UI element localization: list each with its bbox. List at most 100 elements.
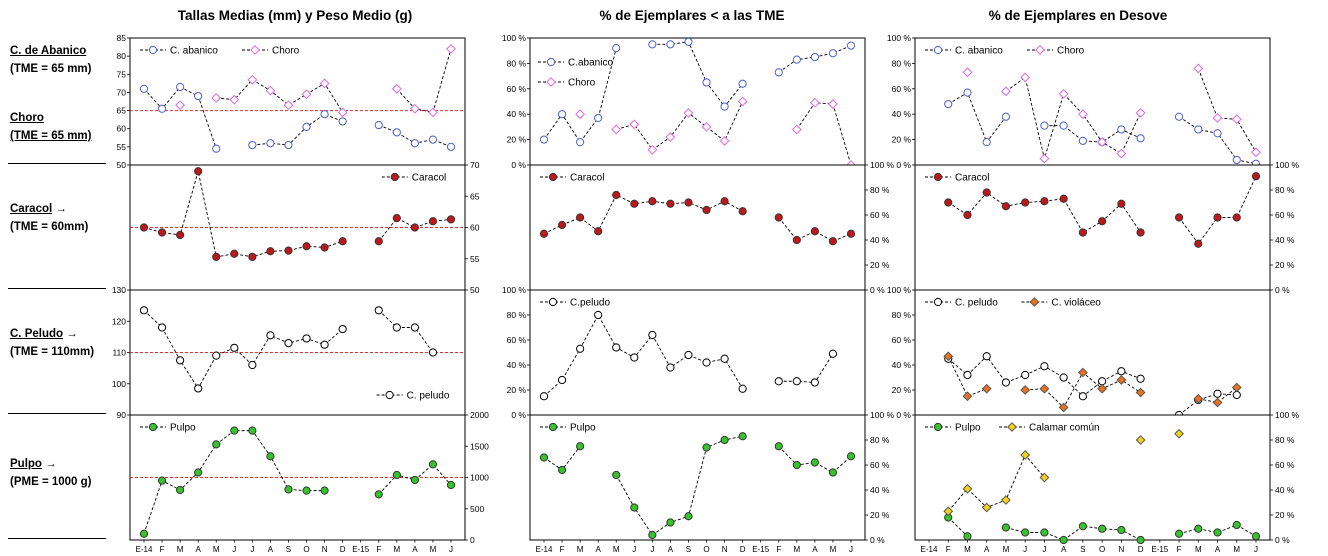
row-separator [8,538,106,539]
y-tick-label: 500 [470,504,484,514]
data-point [266,331,275,340]
data-point [933,297,943,307]
data-point [302,334,311,343]
species-name-choro: Choro [10,112,44,124]
data-point [720,354,729,363]
data-point [374,120,383,130]
data-point [810,52,819,62]
x-tick-label: J [849,545,853,554]
data-point [1097,383,1108,394]
data-point [539,135,549,144]
x-tick-label: O [303,545,309,554]
data-point [248,252,257,261]
data-point [385,390,394,400]
data-point [391,83,402,94]
data-point [1058,402,1069,413]
y-tick-label: 70 [117,87,127,97]
data-point [1098,524,1107,533]
data-point [1117,199,1126,208]
data-point [1078,136,1087,145]
legend: C.abanico Choro [538,58,613,89]
y-tick-label: 60 % [1275,210,1295,220]
data-point [1020,72,1031,83]
series-line [1178,393,1237,416]
data-point [792,55,801,64]
legend-label: C. abanico [955,46,1003,57]
x-tick-label: A [196,545,202,554]
data-point [594,310,603,320]
data-point [612,44,621,53]
y-tick-label: 1000 [470,473,489,483]
data-point [230,426,239,435]
data-point [176,485,185,495]
data-point [846,41,856,50]
data-point [1039,472,1050,483]
data-point [933,172,943,182]
data-point [612,190,621,200]
x-tick-label: A [812,545,818,554]
data-point [194,91,203,101]
data-point [1212,397,1223,408]
data-point [446,215,456,224]
data-point [792,377,801,386]
x-tick-label: M [577,545,584,554]
y-tick-label: 60 % [507,84,527,94]
x-tick-label: O [703,545,709,554]
series-line [1178,524,1257,537]
data-point [738,207,747,216]
x-tick-label: F [376,545,381,554]
data-point [809,97,820,108]
legend-label: Caracol [412,173,446,184]
data-point [374,490,383,499]
data-point [828,49,838,58]
y-tick-label: 100 [112,379,126,389]
data-point [575,109,586,120]
chart-c2r3: 0 % 20 % 40 % 60 % 80 % 100 % C.peludo [502,285,866,420]
series-line [948,91,1007,144]
data-point [648,197,657,206]
data-point [1078,228,1087,237]
y-tick-label: 50 [117,160,127,170]
data-point [548,172,558,182]
y-tick-label: 80 % [507,310,527,320]
x-tick-label: M [613,545,620,554]
chart-c2r1: 0 % 20 % 40 % 60 % 80 % 100 % C.abanico Choro [502,33,866,170]
data-point [320,110,329,119]
x-tick-label: M [430,545,437,554]
x-tick-label: A [984,545,990,554]
legend: Pulpo [140,423,196,434]
data-point [982,138,991,147]
x-tick-label: J [449,545,453,554]
data-point [539,392,549,401]
x-tick-label: F [560,545,565,554]
data-point [1135,435,1146,445]
y-tick-label: 20 % [507,385,527,395]
data-point [557,375,567,385]
data-point [1194,524,1203,533]
data-point [392,214,401,223]
data-point [1001,378,1011,387]
series-line [796,102,852,166]
legend: C.peludo [540,298,610,309]
data-point [1213,528,1222,537]
data-point [666,40,675,49]
arrow-right-icon: → [66,328,78,340]
data-point [738,79,747,88]
y-tick-label: 2000 [470,410,489,420]
data-point [774,213,783,222]
y-tick-label: 50 [470,285,480,295]
data-point [702,358,711,367]
x-tick-label: M [793,545,800,554]
data-point [1007,422,1017,432]
data-point [630,199,639,208]
side-label-abanico: C. de Abanico (TME = 65 mm) [10,42,91,78]
data-point [1020,450,1031,460]
data-point [1117,125,1126,134]
x-tick-label: O [1099,545,1105,554]
series-line [1198,387,1238,403]
legend-label: C.peludo [570,298,610,309]
data-point [1194,125,1203,134]
data-point [194,384,203,393]
data-point [791,124,802,135]
x-tick-label: F [1177,545,1182,554]
